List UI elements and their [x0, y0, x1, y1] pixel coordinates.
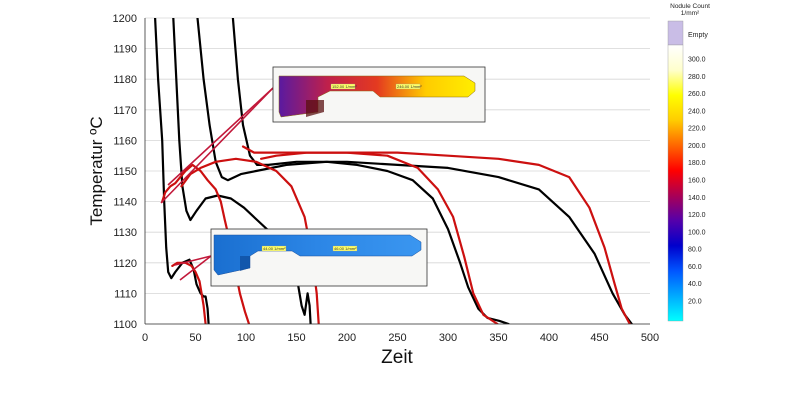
- inset-lower-tag-right: 46.00 1/mm²: [334, 246, 357, 251]
- y-tick-label: 1110: [114, 288, 137, 300]
- inset-upper-notch-shadow: [306, 100, 324, 117]
- black-cooling-curve-2: [196, 18, 510, 324]
- y-tick-label: 1170: [113, 105, 137, 117]
- inset-upper-tag-right: 246.00 1/mm²: [397, 84, 422, 89]
- colorbar-tick-label: 140.0: [688, 195, 706, 202]
- y-tick-label: 1190: [113, 44, 137, 56]
- inset-connectors: [160, 87, 274, 281]
- colorbar-tick-label: 180.0: [688, 160, 706, 167]
- inset-upper-casting: [278, 75, 476, 118]
- colorbar-gradient: [667, 44, 684, 322]
- x-tick-label: 400: [540, 332, 558, 344]
- inset-upper-tag-left-box: [330, 83, 356, 90]
- colorbar-tick-label: 200.0: [688, 143, 706, 150]
- colorbar-tick-label: 20.0: [688, 299, 702, 306]
- colorbar-tick-label: 280.0: [688, 74, 706, 81]
- y-tick-label: 1180: [113, 74, 137, 86]
- x-tick-label: 0: [142, 332, 148, 344]
- colorbar-empty-swatch: [667, 20, 684, 46]
- y-tick-label: 1200: [113, 13, 137, 25]
- x-tick-label: 200: [338, 332, 356, 344]
- y-tick-label: 1100: [113, 319, 137, 331]
- colorbar-tick-label: 120.0: [688, 212, 706, 219]
- y-tick-label: 1120: [113, 258, 137, 270]
- inset-upper: 152.00 1/mm² 246.00 1/mm²: [272, 66, 486, 123]
- colorbar-empty-label: Empty: [688, 32, 708, 39]
- inset-upper-tag-right-box: [395, 83, 421, 90]
- y-tick-labels: 1100 1110 1120 1130 1140 1150 1160 1170 1180 1190…: [113, 13, 137, 331]
- colorbar-tick-label: 40.0: [688, 281, 702, 288]
- y-tick-label: 1150: [113, 166, 137, 178]
- lower-connector-b: [179, 255, 212, 281]
- inset-lower-casting: [213, 234, 422, 276]
- inset-lower-tag-right-box: [332, 245, 358, 252]
- x-axis-title: Zeit: [381, 347, 413, 368]
- colorbar-tick-label: 240.0: [688, 108, 706, 115]
- lower-connector-a: [174, 255, 212, 266]
- x-tick-label: 500: [641, 332, 659, 344]
- inset-lower-tag-left: 44.00 1/mm²: [263, 246, 286, 251]
- axis-lines: [144, 18, 650, 325]
- black-cooling-curve-3: [231, 18, 633, 324]
- x-tick-label: 450: [590, 332, 608, 344]
- x-tick-label: 350: [489, 332, 507, 344]
- upper-connector-b: [167, 87, 274, 186]
- x-tick-label: 300: [439, 332, 457, 344]
- black-cooling-curve-1: [172, 18, 312, 324]
- colorbar-tick-label: 60.0: [688, 264, 702, 271]
- colorbar-tick-label: 220.0: [688, 126, 706, 133]
- colorbar-tick-label: 300.0: [688, 57, 706, 64]
- inset-lower-tag-left-box: [261, 245, 287, 252]
- x-tick-label: 50: [189, 332, 201, 344]
- x-tick-label: 250: [388, 332, 406, 344]
- inset-upper-tag-left: 152.00 1/mm²: [332, 84, 357, 89]
- colorbar-tick-label: 100.0: [688, 229, 706, 236]
- colorbar-tick-labels: 20.0 40.0 60.0 80.0 100.0 120.0 140.0 160.0 180.…: [688, 57, 706, 306]
- colorbar-title-line2: 1/mm²: [681, 10, 700, 17]
- red-cooling-curve-8: [241, 145, 631, 324]
- x-tick-label: 100: [237, 332, 255, 344]
- x-tick-label: 150: [287, 332, 305, 344]
- y-tick-label: 1140: [113, 197, 137, 209]
- series-layer: [154, 18, 633, 324]
- colorbar-tick-label: 160.0: [688, 178, 706, 185]
- inset-lower: 44.00 1/mm² 46.00 1/mm²: [210, 228, 428, 287]
- x-tick-labels: 0 50 100 150 200 250 300 350 400 450 500: [142, 332, 659, 344]
- y-tick-label: 1160: [113, 135, 137, 147]
- upper-connector-a: [160, 87, 274, 204]
- colorbar-tick-label: 260.0: [688, 91, 706, 98]
- inset-lower-side-shade: [240, 256, 250, 271]
- y-axis-title: Temperatur ºC: [87, 116, 106, 225]
- colorbar-title-line1: Nodule Count: [670, 3, 710, 10]
- colorbar-tick-label: 80.0: [688, 247, 702, 254]
- colorbar-legend: Nodule Count 1/mm² Empty 20.0 40.0 60.0 80.…: [667, 3, 710, 322]
- y-tick-label: 1130: [113, 227, 137, 239]
